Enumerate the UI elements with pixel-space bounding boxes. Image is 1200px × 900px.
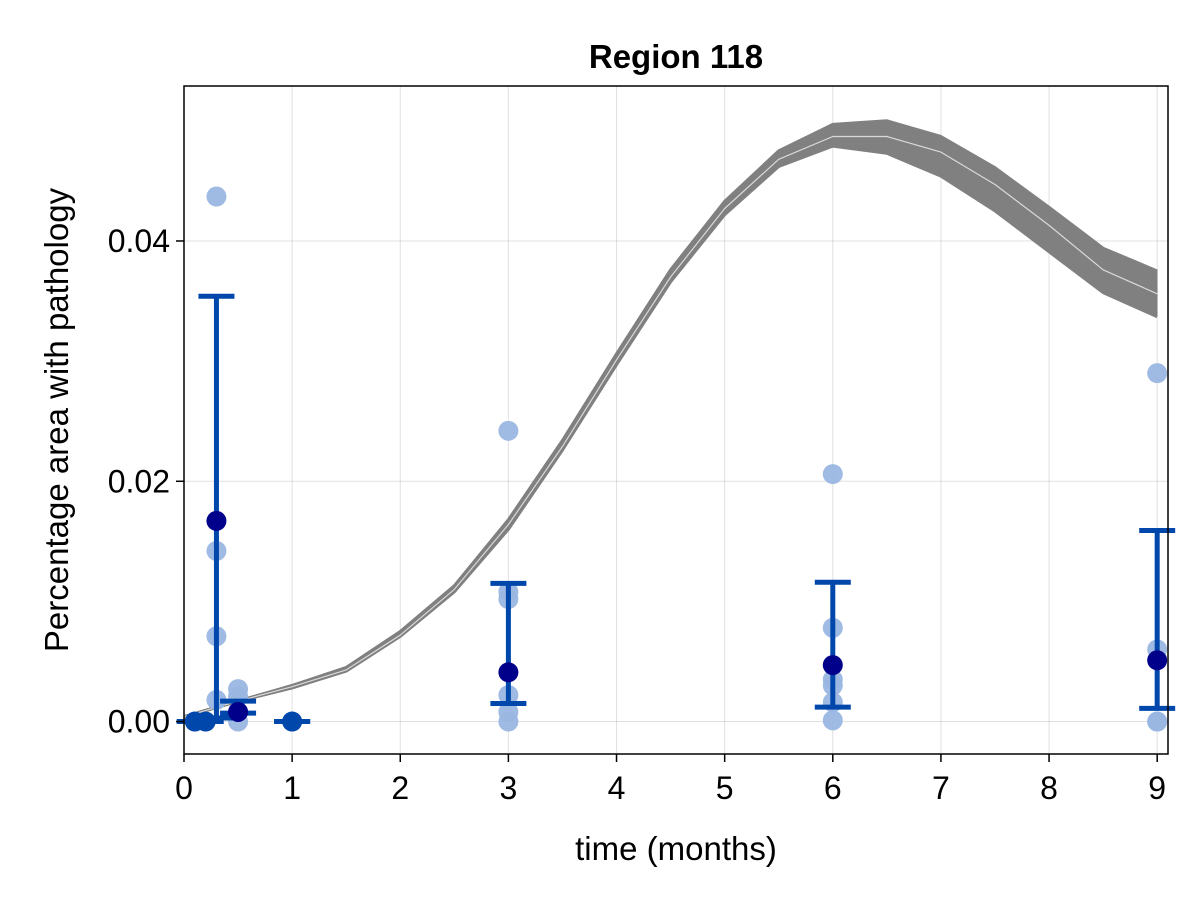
observation-point	[1147, 363, 1168, 384]
mean-point	[206, 510, 227, 531]
model-curve	[183, 143, 1158, 719]
model-curve	[183, 138, 1158, 719]
model-curve	[183, 139, 1158, 719]
model-curve	[183, 137, 1158, 719]
observation-point	[1147, 711, 1168, 732]
mean-point	[228, 701, 249, 722]
observation-point	[498, 420, 519, 441]
observation-point	[206, 186, 227, 207]
observation-point	[822, 710, 843, 731]
observation-point	[498, 711, 519, 732]
model-curve	[183, 119, 1158, 719]
mean-point	[282, 711, 303, 732]
plot-frame	[183, 85, 1169, 755]
x-tick-label: 9	[1148, 770, 1166, 806]
chart-title: Region 118	[589, 38, 763, 75]
model-curve	[183, 142, 1158, 719]
mean-point	[822, 655, 843, 676]
model-curve	[183, 143, 1158, 719]
error-bars	[176, 293, 1176, 725]
mean-point	[498, 662, 519, 683]
observation-point	[822, 464, 843, 485]
x-tick-label: 4	[608, 770, 626, 806]
y-tick-label: 0.02	[108, 463, 170, 499]
model-curves	[183, 119, 1158, 719]
x-tick-label: 1	[283, 770, 301, 806]
y-tick-label: 0.04	[108, 223, 170, 259]
mean-points	[184, 510, 1168, 732]
mean-point	[195, 711, 216, 732]
x-tick-label: 5	[716, 770, 734, 806]
model-curve	[183, 141, 1158, 719]
mean-point	[1147, 650, 1168, 671]
y-tick-label: 0.00	[108, 704, 170, 740]
x-tick-label: 6	[824, 770, 842, 806]
x-tick-label: 2	[391, 770, 409, 806]
model-curve-highlight	[183, 135, 1158, 718]
x-tick-label: 0	[175, 770, 193, 806]
x-axis-label: time (months)	[575, 830, 777, 867]
y-axis-label: Percentage area with pathology	[38, 187, 75, 652]
model-curve	[183, 139, 1158, 719]
axis-ticks: 0 1 2 3 4 5 6 7 8 9 0.00 0.02 0.04	[108, 223, 1166, 806]
model-curve	[183, 140, 1158, 719]
x-tick-label: 3	[499, 770, 517, 806]
model-curve	[183, 144, 1158, 719]
x-tick-label: 8	[1040, 770, 1058, 806]
x-tick-label: 7	[932, 770, 950, 806]
